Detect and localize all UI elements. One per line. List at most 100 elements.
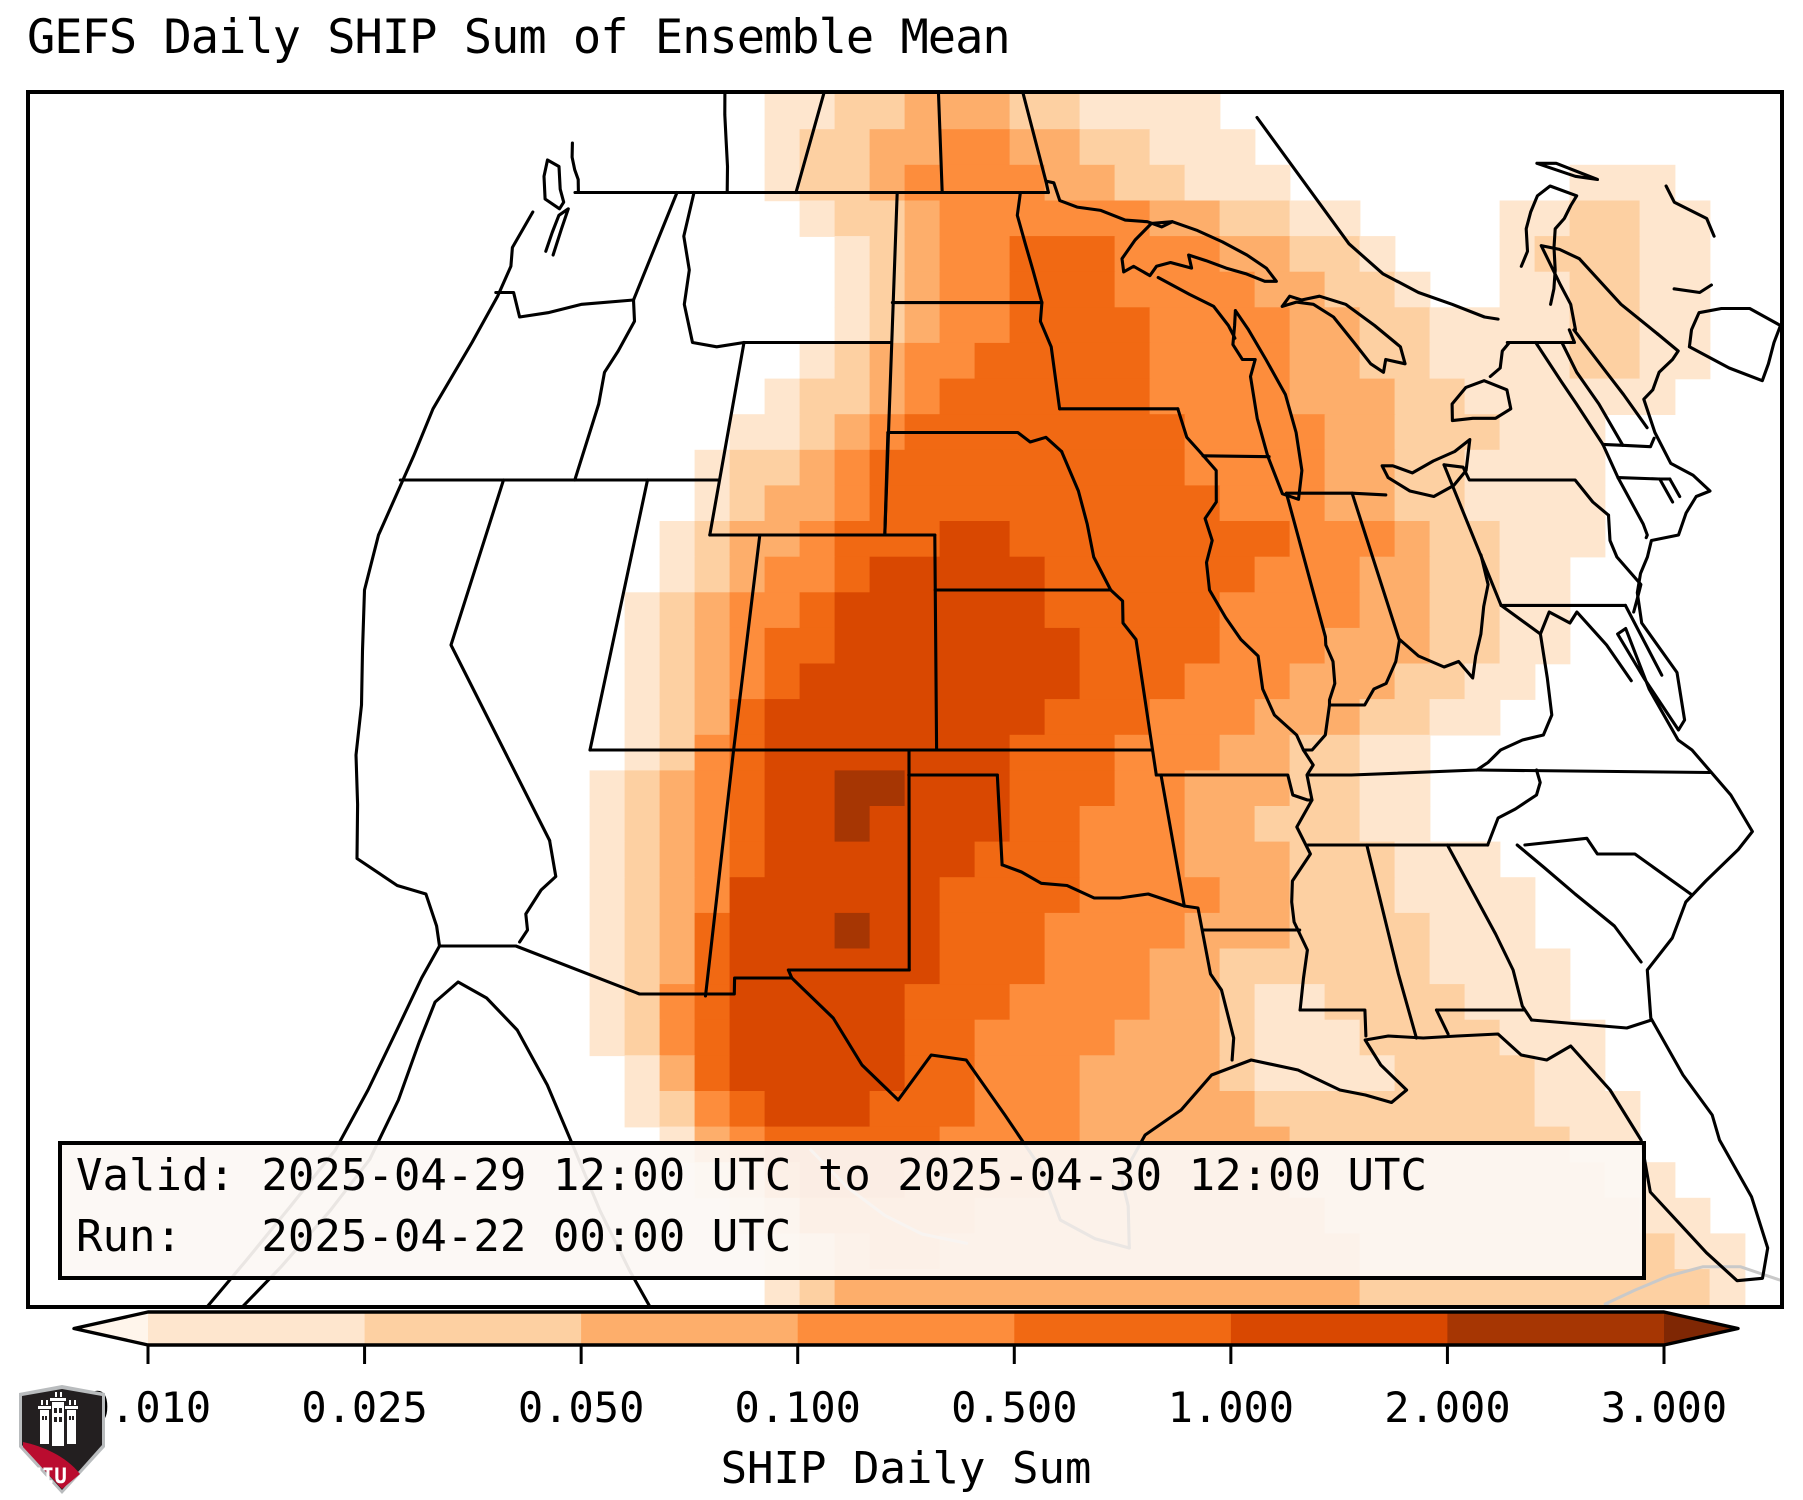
map-border-path xyxy=(1021,94,1048,183)
heatmap-cell-run xyxy=(1009,307,1151,344)
heatmap-cell-run xyxy=(1219,877,1291,914)
heatmap-cell-run xyxy=(1044,556,1256,594)
heatmap-cell-run xyxy=(1254,1091,1536,1128)
heatmap-cell-run xyxy=(869,806,1011,843)
heatmap-cell-run xyxy=(694,592,731,629)
heatmap-cell-run xyxy=(694,877,731,914)
heatmap-cell-run xyxy=(1254,271,1326,309)
heatmap-cell-run xyxy=(1044,948,1151,985)
map-border-path xyxy=(354,210,535,948)
heatmap-cell-run xyxy=(904,984,1011,1021)
heatmap-cell-run xyxy=(764,841,976,878)
heatmap-cell-run xyxy=(659,699,696,736)
heatmap-cell-run xyxy=(1079,94,1221,130)
heatmap-cell-run xyxy=(1359,734,1431,772)
heatmap-cell-run xyxy=(1499,556,1571,594)
map-border-path xyxy=(723,94,730,195)
heatmap-cell-run xyxy=(764,770,836,807)
heatmap-cell-run xyxy=(729,1055,906,1092)
heatmap-cell-run xyxy=(1639,236,1711,273)
heatmap-cell-run xyxy=(869,129,941,166)
map-border-path xyxy=(494,290,636,319)
heatmap-cell-run xyxy=(1289,236,1361,273)
heatmap-cell-run xyxy=(1429,307,1571,344)
heatmap-cell-run xyxy=(1394,449,1466,487)
heatmap-cell-run xyxy=(694,734,731,772)
heatmap-cell-run xyxy=(1254,806,1361,843)
heatmap-cell-run xyxy=(1254,1019,1361,1057)
map-border-path xyxy=(1534,340,1649,540)
heatmap-cell-run xyxy=(764,129,801,166)
heatmap-cell-run xyxy=(694,627,731,665)
heatmap-cell-run xyxy=(1009,129,1081,166)
map-border-path xyxy=(1664,184,1716,238)
heatmap-cell-run xyxy=(659,948,696,985)
heatmap-cell-run xyxy=(659,984,696,1021)
heatmap-cell-run xyxy=(1569,271,1641,309)
map-border-path xyxy=(936,94,944,195)
heatmap-cell-run xyxy=(1324,414,1396,451)
heatmap-cell-run xyxy=(834,770,906,807)
heatmap-cell-run xyxy=(799,414,836,451)
map-border-path xyxy=(573,298,637,482)
colorbar-tick-label: 0.010 xyxy=(84,1383,212,1432)
heatmap-cell-run xyxy=(904,236,941,273)
heatmap-cell-run xyxy=(624,1055,661,1092)
map-border-path xyxy=(1535,161,1600,182)
heatmap-cell-run xyxy=(1009,984,1151,1021)
heatmap-cell-run xyxy=(589,912,626,950)
map-border-path xyxy=(786,968,794,980)
heatmap-cell-run xyxy=(904,94,1011,130)
heatmap-cell-run xyxy=(1079,663,1186,700)
heatmap-cell-run xyxy=(624,877,661,914)
heatmap-cell-run xyxy=(1499,271,1571,309)
heatmap-cell-run xyxy=(764,1091,871,1128)
map-border-path xyxy=(1350,491,1401,642)
heatmap-cell-run xyxy=(939,236,1011,273)
heatmap-cell-run xyxy=(1464,485,1606,522)
map-border-path xyxy=(1560,340,1625,447)
heatmap-cell-run xyxy=(1289,734,1361,772)
heatmap-cell-run xyxy=(729,877,941,914)
heatmap-cell-run xyxy=(1289,521,1396,558)
heatmap-cell-run xyxy=(1324,627,1431,665)
map-border-path xyxy=(1672,283,1713,295)
map-border-path xyxy=(1000,863,1186,908)
heatmap-cell-run xyxy=(1149,200,1221,237)
heatmap-cell-run xyxy=(834,236,871,273)
heatmap-cell-run xyxy=(694,841,731,878)
heatmap-cell-run xyxy=(834,200,906,237)
heatmap-cell-run xyxy=(589,806,626,843)
heatmap-cell-run xyxy=(1639,200,1711,237)
heatmap-cell-run xyxy=(939,307,1011,344)
colorbar-over-arrow xyxy=(1664,1312,1738,1345)
colorbar-segment xyxy=(1447,1312,1665,1345)
heatmap-cell-run xyxy=(589,1019,626,1057)
colorbar-under-arrow xyxy=(74,1312,148,1345)
heatmap-cell-run xyxy=(1359,236,1396,273)
heatmap-cell-run xyxy=(1394,663,1466,700)
heatmap-cell-run xyxy=(1044,699,1151,736)
heatmap-cell-run xyxy=(1184,663,1291,700)
heatmap-cell-run xyxy=(939,877,1081,914)
map-border-path xyxy=(1475,768,1712,775)
heatmap-cell-run xyxy=(1429,699,1501,736)
heatmap-cell-run xyxy=(1359,307,1431,344)
valid-line: Valid: 2025-04-29 12:00 UTC to 2025-04-3… xyxy=(76,1150,1428,1201)
heatmap-cell-run xyxy=(1114,734,1221,772)
heatmap-cell-run xyxy=(834,627,1081,665)
heatmap-cell-run xyxy=(729,414,801,451)
heatmap-cell-run xyxy=(624,912,661,950)
heatmap-cell-run xyxy=(834,912,871,950)
colorbar-segment xyxy=(364,1312,583,1345)
heatmap-cell-run xyxy=(1009,94,1081,130)
heatmap-cell-run xyxy=(659,841,696,878)
heatmap-cell-run xyxy=(729,485,766,522)
heatmap-cell-run xyxy=(764,627,836,665)
map-border-path xyxy=(794,94,826,195)
colorbar-ticks xyxy=(146,1345,1666,1364)
heatmap-cell-run xyxy=(694,556,731,594)
heatmap-cell-run xyxy=(1394,378,1466,415)
heatmap-cell-run xyxy=(1324,984,1466,1021)
heatmap-cell-run xyxy=(694,1091,731,1128)
